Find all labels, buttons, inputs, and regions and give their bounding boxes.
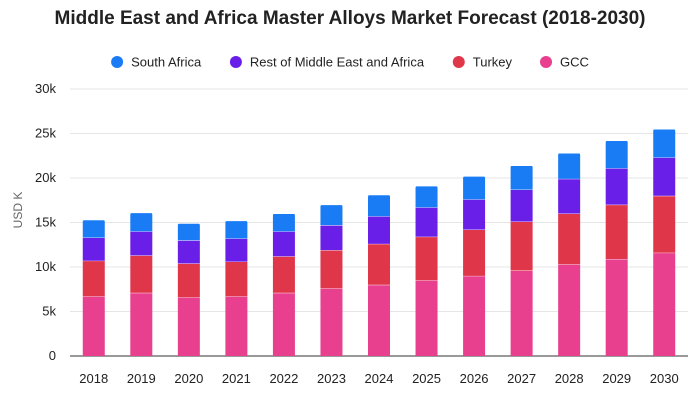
bar-segment-turkey — [463, 229, 486, 276]
bar-segment-gcc — [177, 297, 200, 356]
y-tick-label: 30k — [35, 81, 56, 96]
bar-segment-rest-of-middle-east-and-africa — [177, 240, 200, 264]
bar-segment-rest-of-middle-east-and-africa — [463, 199, 486, 230]
legend-item-gcc[interactable]: GCC — [540, 55, 589, 70]
legend-label: GCC — [560, 55, 589, 70]
y-tick-label: 10k — [35, 259, 56, 274]
bar-segment-turkey — [320, 250, 343, 289]
legend-label: Rest of Middle East and Africa — [250, 55, 425, 70]
bar-segment-rest-of-middle-east-and-africa — [653, 157, 676, 196]
bar-segment-gcc — [82, 296, 105, 356]
legend-label: Turkey — [473, 55, 513, 70]
y-tick-label: 5k — [42, 304, 56, 319]
bar-segment-gcc — [225, 296, 248, 356]
x-tick-label: 2023 — [317, 371, 346, 386]
bar-segment-gcc — [415, 280, 438, 356]
x-tick-label: 2021 — [222, 371, 251, 386]
bar-segment-turkey — [130, 255, 153, 293]
bar-segment-gcc — [510, 270, 533, 356]
bar-segment-rest-of-middle-east-and-africa — [82, 237, 105, 261]
x-tick-label: 2024 — [365, 371, 394, 386]
y-axis-title: USD K — [11, 192, 25, 229]
bar-segment-south-africa — [320, 204, 343, 226]
bar-segment-turkey — [510, 221, 533, 271]
bar-segment-south-africa — [177, 223, 200, 241]
bar-segment-south-africa — [225, 220, 248, 239]
legend-marker — [111, 56, 124, 68]
bar-segment-rest-of-middle-east-and-africa — [320, 225, 343, 251]
bar-segment-rest-of-middle-east-and-africa — [415, 207, 438, 237]
legend-marker — [540, 56, 553, 68]
bar-segment-south-africa — [605, 140, 628, 169]
x-tick-label: 2019 — [127, 371, 156, 386]
legend: South Africa Rest of Middle East and Afri… — [111, 55, 589, 70]
bar-segment-turkey — [368, 243, 390, 285]
bar-segment-rest-of-middle-east-and-africa — [558, 178, 581, 214]
bar-segment-turkey — [272, 256, 295, 293]
x-tick-label: 2026 — [460, 371, 489, 386]
bar-segment-turkey — [225, 261, 248, 297]
bar-segment-gcc — [463, 275, 486, 356]
bar-segment-south-africa — [463, 176, 486, 200]
bar-segment-gcc — [368, 284, 390, 356]
bar-segment-rest-of-middle-east-and-africa — [272, 231, 295, 257]
bar-segment-south-africa — [272, 213, 295, 232]
chart-title: Middle East and Africa Master Alloys Mar… — [54, 8, 646, 29]
x-tick-label: 2030 — [650, 371, 679, 386]
bar-segment-turkey — [605, 204, 628, 259]
x-tick-label: 2029 — [602, 371, 631, 386]
bar-segment-turkey — [653, 195, 676, 253]
legend-marker — [229, 56, 242, 68]
bar-segment-rest-of-middle-east-and-africa — [368, 216, 390, 244]
y-tick-label: 20k — [35, 170, 56, 185]
bar-segment-turkey — [558, 213, 581, 265]
legend-item-turkey[interactable]: Turkey — [452, 55, 513, 70]
legend-marker — [452, 56, 465, 68]
axes: 0 5k 10k 15k 20k 25k 30k 2018 2019 2020 2021 2022 20… — [35, 81, 688, 386]
bar-segment-rest-of-middle-east-and-africa — [225, 238, 248, 262]
x-tick-label: 2018 — [79, 371, 108, 386]
bar-segment-south-africa — [368, 194, 390, 217]
bar-segment-gcc — [272, 292, 295, 356]
bar-segment-south-africa — [558, 153, 581, 179]
bar-segment-gcc — [605, 258, 628, 356]
x-tick-label: 2025 — [412, 371, 441, 386]
bar-segment-rest-of-middle-east-and-africa — [130, 231, 153, 256]
bar-segment-rest-of-middle-east-and-africa — [605, 168, 628, 205]
bar-segment-south-africa — [415, 186, 438, 208]
bars — [82, 128, 676, 356]
legend-item-south-africa[interactable]: South Africa — [111, 55, 202, 70]
bar-segment-gcc — [320, 288, 343, 356]
bar-segment-rest-of-middle-east-and-africa — [510, 189, 533, 222]
x-tick-label: 2022 — [269, 371, 298, 386]
y-tick-label: 25k — [35, 126, 56, 141]
x-tick-label: 2027 — [507, 371, 536, 386]
bar-segment-turkey — [415, 236, 438, 281]
y-tick-label: 0 — [49, 348, 56, 363]
x-tick-label: 2020 — [174, 371, 203, 386]
bar-segment-gcc — [130, 292, 153, 356]
bar-segment-gcc — [558, 264, 581, 356]
legend-label: South Africa — [131, 55, 202, 70]
bar-segment-south-africa — [130, 212, 153, 232]
bar-segment-turkey — [177, 263, 200, 298]
bar-segment-south-africa — [82, 219, 105, 238]
bar-segment-turkey — [82, 260, 105, 297]
bar-segment-south-africa — [653, 129, 676, 158]
bar-segment-gcc — [653, 252, 676, 356]
bar-segment-south-africa — [510, 165, 533, 190]
legend-item-rest-of-middle-east-and-africa[interactable]: Rest of Middle East and Africa — [229, 55, 425, 70]
y-tick-label: 15k — [35, 215, 56, 230]
x-tick-label: 2028 — [555, 371, 584, 386]
